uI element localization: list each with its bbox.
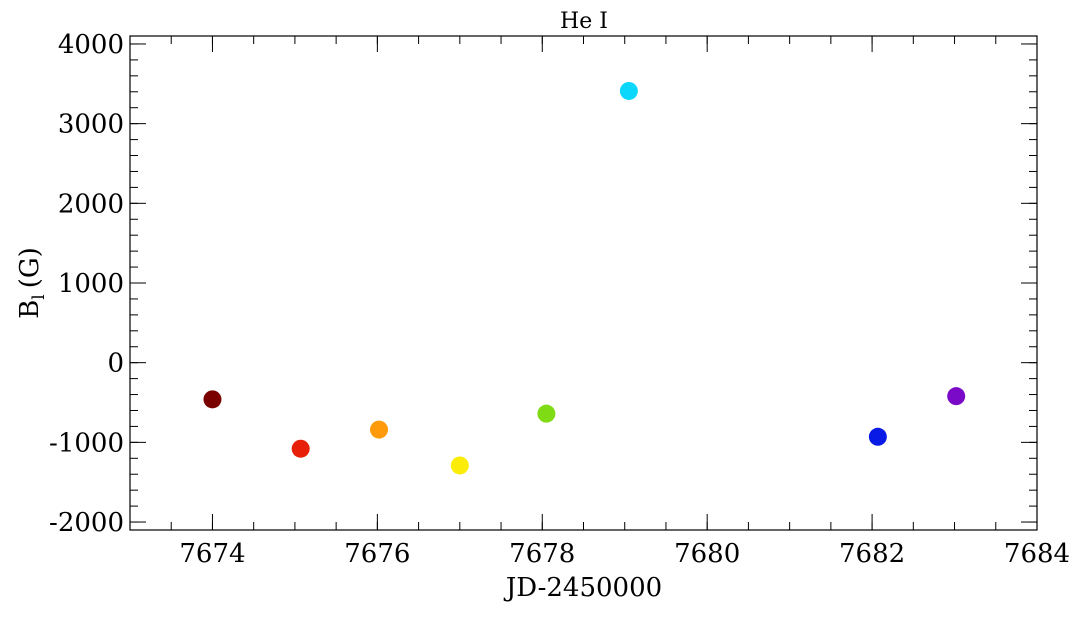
data-point xyxy=(450,456,469,475)
data-point xyxy=(370,420,389,439)
data-point xyxy=(947,387,966,406)
x-tick-label: 7676 xyxy=(344,539,410,569)
y-tick-label: 0 xyxy=(107,349,124,379)
data-point xyxy=(619,81,638,100)
y-tick-label: 2000 xyxy=(58,189,124,219)
chart-title: He I xyxy=(560,9,608,34)
y-axis-label-main: B xyxy=(15,300,45,319)
y-tick-label: 1000 xyxy=(58,269,124,299)
y-axis-label-subscript: l xyxy=(29,294,49,299)
y-tick-label: -1000 xyxy=(49,428,124,458)
plot-frame xyxy=(129,35,1038,531)
y-tick-label: -2000 xyxy=(49,508,124,538)
x-tick-label: 7680 xyxy=(674,539,740,569)
data-point xyxy=(868,427,887,446)
y-axis-label-unit: (G) xyxy=(15,247,45,288)
y-axis-label: Bl (G) xyxy=(15,247,49,319)
axis-tick-labels: 7674 7676 7678 7680 7682 7684 -2000 -1000 0 1000 2… xyxy=(49,30,1070,569)
x-tick-label: 7678 xyxy=(509,539,575,569)
data-point xyxy=(291,439,310,458)
x-tick-label: 7684 xyxy=(1004,539,1070,569)
data-point xyxy=(203,390,222,409)
x-axis-label: JD-2450000 xyxy=(503,573,662,603)
axis-ticks xyxy=(129,36,1038,530)
y-tick-label: 3000 xyxy=(58,110,124,140)
x-tick-label: 7682 xyxy=(839,539,905,569)
x-tick-label: 7674 xyxy=(179,539,245,569)
data-points xyxy=(203,81,966,475)
data-point xyxy=(537,404,556,423)
y-tick-label: 4000 xyxy=(58,30,124,60)
